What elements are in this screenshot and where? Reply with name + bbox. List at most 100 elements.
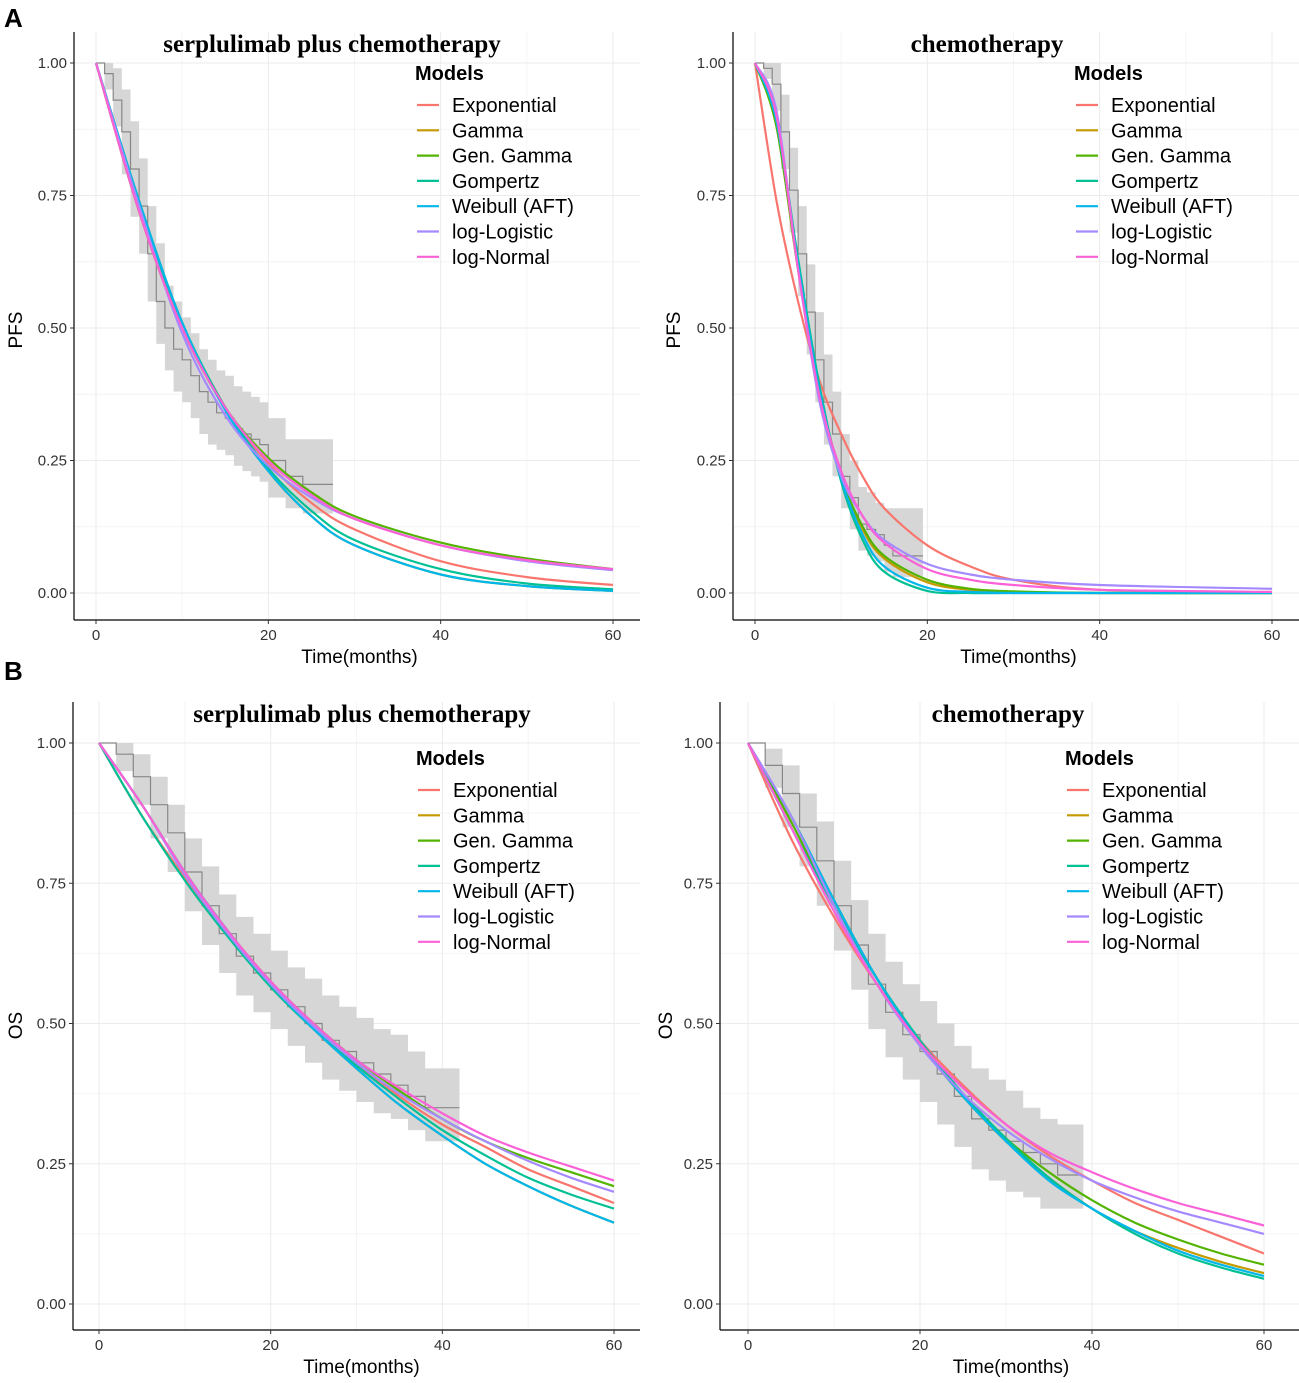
y-tick-label: 0.75	[684, 875, 713, 892]
y-tick-label: 0.25	[684, 1156, 713, 1173]
legend-item-log-normal: log-Normal	[453, 932, 551, 954]
chart-pfs-chemotherapy: 0.00 0.25 0.50 0.75 1.00 0 20 40 60 Time(months) P…	[664, 31, 1299, 668]
legend-item-exponential: Exponential	[453, 780, 558, 802]
legend-item-log-logistic: log-Logistic	[1111, 222, 1212, 244]
chart-title: serplulimab plus chemotherapy	[163, 31, 501, 58]
x-tick-label: 0	[751, 627, 759, 644]
legend-item-gompertz: Gompertz	[1102, 856, 1190, 878]
chart-os-chemotherapy: 0.00 0.25 0.50 0.75 1.00 0 20 40 60 Time(months) O…	[656, 701, 1299, 1378]
chart-os-serplulimab: 0.00 0.25 0.50 0.75 1.00 0 20 40 60 Time(months) O…	[6, 701, 640, 1378]
legend-title: Models	[1074, 63, 1143, 85]
x-axis-title: Time(months)	[953, 1357, 1069, 1378]
legend-item-exponential: Exponential	[1111, 95, 1216, 117]
x-tick-label: 0	[744, 1337, 752, 1354]
y-tick-label: 0.50	[37, 1016, 66, 1033]
legend-item-exponential: Exponential	[452, 95, 557, 117]
x-axis-title: Time(months)	[303, 1357, 419, 1378]
chart-title: chemotherapy	[911, 31, 1064, 58]
y-tick-label: 0.00	[697, 585, 726, 602]
legend-item-gen-gamma: Gen. Gamma	[1102, 831, 1223, 853]
legend: Models Exponential Gamma Gen. Gamma Gompertz…	[1074, 63, 1233, 269]
x-tick-label: 40	[432, 627, 449, 644]
legend: Models Exponential Gamma Gen. Gamma Gompertz…	[416, 748, 575, 954]
km-confidence-band	[99, 743, 460, 1142]
y-tick-label: 0.75	[38, 188, 67, 205]
y-tick-label: 0.50	[684, 1016, 713, 1033]
legend-item-gamma: Gamma	[1102, 805, 1174, 827]
legend-item-gen-gamma: Gen. Gamma	[453, 831, 574, 853]
legend-item-weibull-aft: Weibull (AFT)	[1102, 881, 1224, 903]
y-tick-label: 1.00	[38, 55, 67, 72]
model-curve-log-normal	[747, 742, 1265, 1227]
model-curve-log-normal	[94, 62, 614, 571]
chart-title: chemotherapy	[932, 701, 1085, 728]
panel-label-a: A	[4, 3, 23, 33]
x-tick-label: 60	[606, 1337, 623, 1354]
legend-item-gamma: Gamma	[453, 805, 525, 827]
y-tick-label: 0.00	[38, 585, 67, 602]
legend-title: Models	[1065, 748, 1134, 770]
y-tick-label: 0.25	[38, 453, 67, 470]
y-tick-label: 0.25	[697, 453, 726, 470]
chart-title: serplulimab plus chemotherapy	[193, 701, 531, 728]
km-confidence-band	[748, 743, 1084, 1209]
legend-item-gompertz: Gompertz	[452, 171, 540, 193]
km-step-line	[96, 62, 333, 485]
x-tick-label: 0	[95, 1337, 103, 1354]
model-curve-log-normal	[98, 742, 615, 1182]
y-tick-label: 0.50	[38, 320, 67, 337]
x-axis-title: Time(months)	[301, 647, 417, 668]
x-tick-label: 20	[262, 1337, 279, 1354]
legend-item-exponential: Exponential	[1102, 780, 1207, 802]
chart-pfs-serplulimab: 0.00 0.25 0.50 0.75 1.00 0 20 40 60 Time(months) P…	[6, 31, 640, 668]
x-tick-label: 20	[260, 627, 277, 644]
legend-item-log-logistic: log-Logistic	[452, 222, 553, 244]
x-tick-label: 60	[1264, 627, 1281, 644]
legend-item-gen-gamma: Gen. Gamma	[452, 146, 573, 168]
legend: Models Exponential Gamma Gen. Gamma Gompertz…	[415, 63, 574, 269]
model-curve-exponential	[753, 62, 1273, 595]
legend-item-log-normal: log-Normal	[1102, 932, 1200, 954]
y-tick-label: 1.00	[684, 735, 713, 752]
y-tick-label: 0.25	[37, 1156, 66, 1173]
km-confidence-band	[755, 63, 923, 578]
legend-item-gompertz: Gompertz	[453, 856, 541, 878]
model-curve-log-normal	[753, 62, 1273, 593]
legend-item-weibull-aft: Weibull (AFT)	[453, 881, 575, 903]
y-axis-title: PFS	[664, 312, 685, 349]
y-axis-title: OS	[656, 1012, 677, 1039]
legend-item-gamma: Gamma	[1111, 120, 1183, 142]
legend-item-log-normal: log-Normal	[1111, 247, 1209, 269]
y-tick-label: 1.00	[37, 735, 66, 752]
panel-label-b: B	[4, 656, 23, 686]
model-curve-weibull-aft	[747, 742, 1265, 1278]
model-curve-gompertz	[98, 742, 615, 1210]
x-tick-label: 60	[1256, 1337, 1273, 1354]
x-tick-label: 40	[1084, 1337, 1101, 1354]
legend-title: Models	[416, 748, 485, 770]
legend-item-gamma: Gamma	[452, 120, 524, 142]
model-curve-log-logistic	[98, 742, 615, 1193]
x-tick-label: 0	[92, 627, 100, 644]
x-tick-label: 20	[919, 627, 936, 644]
x-tick-label: 40	[434, 1337, 451, 1354]
legend-item-log-logistic: log-Logistic	[453, 907, 554, 929]
y-tick-label: 0.00	[37, 1296, 66, 1313]
x-tick-label: 20	[912, 1337, 929, 1354]
model-curve-log-logistic	[747, 742, 1265, 1235]
legend-item-log-normal: log-Normal	[452, 247, 550, 269]
legend-title: Models	[415, 63, 484, 85]
y-axis-title: PFS	[6, 312, 27, 349]
y-tick-label: 0.00	[684, 1296, 713, 1313]
x-tick-label: 60	[605, 627, 622, 644]
y-tick-label: 1.00	[697, 55, 726, 72]
legend-item-weibull-aft: Weibull (AFT)	[1111, 196, 1233, 218]
legend-item-weibull-aft: Weibull (AFT)	[452, 196, 574, 218]
y-axis-title: OS	[6, 1012, 27, 1039]
x-axis-title: Time(months)	[960, 647, 1076, 668]
model-curve-weibull-aft	[94, 62, 614, 592]
y-tick-label: 0.75	[697, 188, 726, 205]
legend: Models Exponential Gamma Gen. Gamma Gompertz…	[1065, 748, 1224, 954]
legend-item-gen-gamma: Gen. Gamma	[1111, 146, 1232, 168]
